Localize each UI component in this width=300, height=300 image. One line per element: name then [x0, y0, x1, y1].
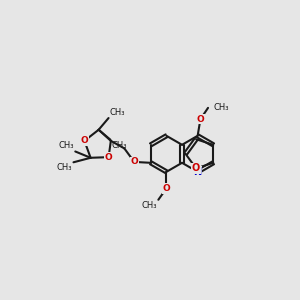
Text: N: N: [194, 167, 202, 177]
Text: CH₃: CH₃: [58, 141, 74, 150]
Text: CH₃: CH₃: [57, 164, 72, 172]
Text: O: O: [192, 164, 200, 173]
Text: CH₃: CH₃: [213, 103, 229, 112]
Text: CH₃: CH₃: [112, 141, 127, 150]
Text: O: O: [163, 184, 170, 193]
Text: CH₃: CH₃: [110, 108, 125, 117]
Text: O: O: [105, 153, 112, 162]
Text: O: O: [81, 136, 88, 146]
Text: CH₃: CH₃: [142, 201, 157, 210]
Text: O: O: [196, 115, 204, 124]
Text: O: O: [130, 158, 138, 166]
